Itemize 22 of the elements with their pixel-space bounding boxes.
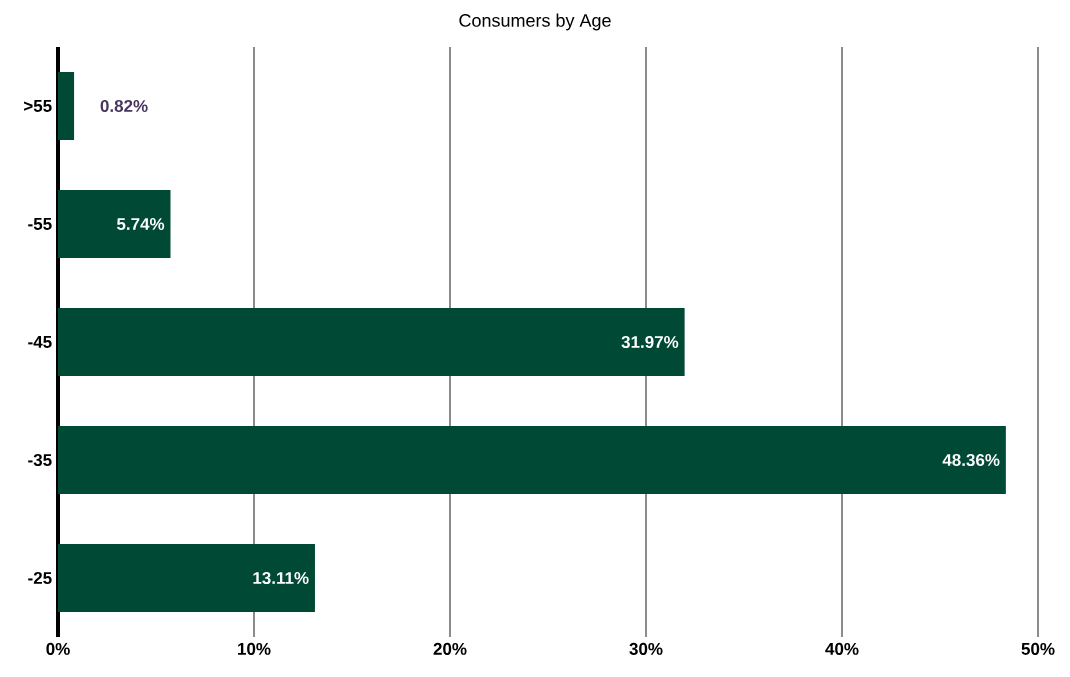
x-tick-label: 0% [46,642,70,655]
data-label: 31.97% [621,335,679,349]
y-tick-label: >55 [24,100,52,112]
y-tick-label: -25 [28,571,52,585]
x-tick-label: 10% [238,642,271,655]
data-label: 5.74% [116,218,165,231]
bar [58,426,1006,495]
y-tick-label: -35 [28,453,52,467]
x-tick-label: 30% [629,642,663,655]
data-label: 0.82% [100,99,148,113]
y-tick-label: -55 [28,218,52,230]
bar [58,190,171,258]
bar [58,544,315,613]
x-tick-label: 50% [1021,642,1055,655]
x-tick-label: 20% [433,642,467,655]
data-label: 13.11% [253,571,309,585]
y-tick-label: -45 [28,336,52,348]
chart-title: Consumers by Age [459,13,611,31]
bar [58,72,75,140]
bar [58,308,685,377]
x-tick-label: 40% [825,642,859,655]
data-label: 48.36% [942,453,1000,467]
